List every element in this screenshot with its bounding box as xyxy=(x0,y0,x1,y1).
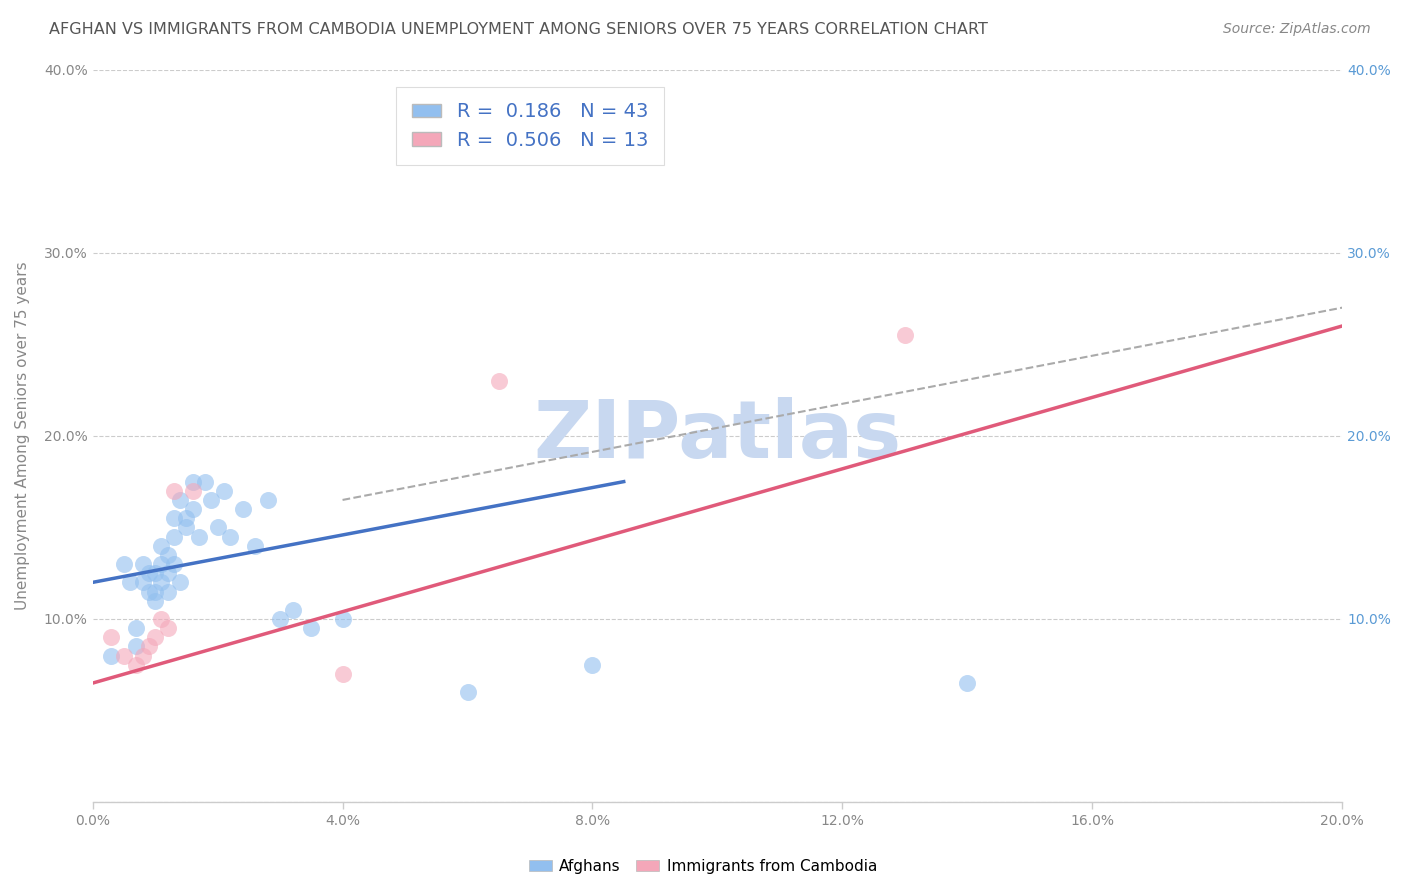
Point xyxy=(176,511,198,525)
Point xyxy=(156,584,179,599)
Point xyxy=(150,539,173,553)
Point xyxy=(212,483,235,498)
Point xyxy=(332,612,354,626)
Point xyxy=(150,575,173,590)
Point xyxy=(125,640,148,654)
Point xyxy=(207,520,229,534)
Point xyxy=(138,584,160,599)
Point xyxy=(176,520,198,534)
Point xyxy=(488,374,510,388)
Point xyxy=(100,648,122,663)
Point xyxy=(181,483,204,498)
Point xyxy=(143,584,166,599)
Point xyxy=(956,676,979,690)
Point xyxy=(143,630,166,644)
Point xyxy=(131,557,153,571)
Point xyxy=(150,612,173,626)
Point xyxy=(457,685,479,699)
Point xyxy=(232,502,254,516)
Point xyxy=(181,475,204,489)
Point xyxy=(894,328,917,343)
Point xyxy=(163,483,186,498)
Point xyxy=(131,575,153,590)
Point xyxy=(163,557,186,571)
Point xyxy=(187,530,209,544)
Point xyxy=(169,492,191,507)
Point xyxy=(150,557,173,571)
Point xyxy=(256,492,278,507)
Point xyxy=(219,530,242,544)
Point xyxy=(181,502,204,516)
Y-axis label: Unemployment Among Seniors over 75 years: Unemployment Among Seniors over 75 years xyxy=(15,261,30,610)
Point xyxy=(112,557,135,571)
Legend: R =  0.186   N = 43, R =  0.506   N = 13: R = 0.186 N = 43, R = 0.506 N = 13 xyxy=(396,87,664,165)
Point xyxy=(112,648,135,663)
Point xyxy=(125,621,148,635)
Point xyxy=(243,539,266,553)
Point xyxy=(194,475,217,489)
Point xyxy=(169,575,191,590)
Point xyxy=(138,640,160,654)
Point xyxy=(131,648,153,663)
Text: ZIPatlas: ZIPatlas xyxy=(533,397,901,475)
Point xyxy=(269,612,291,626)
Point xyxy=(156,548,179,562)
Text: Source: ZipAtlas.com: Source: ZipAtlas.com xyxy=(1223,22,1371,37)
Point xyxy=(163,530,186,544)
Legend: Afghans, Immigrants from Cambodia: Afghans, Immigrants from Cambodia xyxy=(523,853,883,880)
Point xyxy=(281,603,304,617)
Point xyxy=(200,492,222,507)
Point xyxy=(299,621,322,635)
Point xyxy=(163,511,186,525)
Point xyxy=(143,566,166,581)
Point xyxy=(120,575,142,590)
Point xyxy=(125,657,148,672)
Point xyxy=(581,657,603,672)
Point xyxy=(156,621,179,635)
Point xyxy=(143,593,166,607)
Text: AFGHAN VS IMMIGRANTS FROM CAMBODIA UNEMPLOYMENT AMONG SENIORS OVER 75 YEARS CORR: AFGHAN VS IMMIGRANTS FROM CAMBODIA UNEMP… xyxy=(49,22,988,37)
Point xyxy=(138,566,160,581)
Point xyxy=(156,566,179,581)
Point xyxy=(332,667,354,681)
Point xyxy=(100,630,122,644)
